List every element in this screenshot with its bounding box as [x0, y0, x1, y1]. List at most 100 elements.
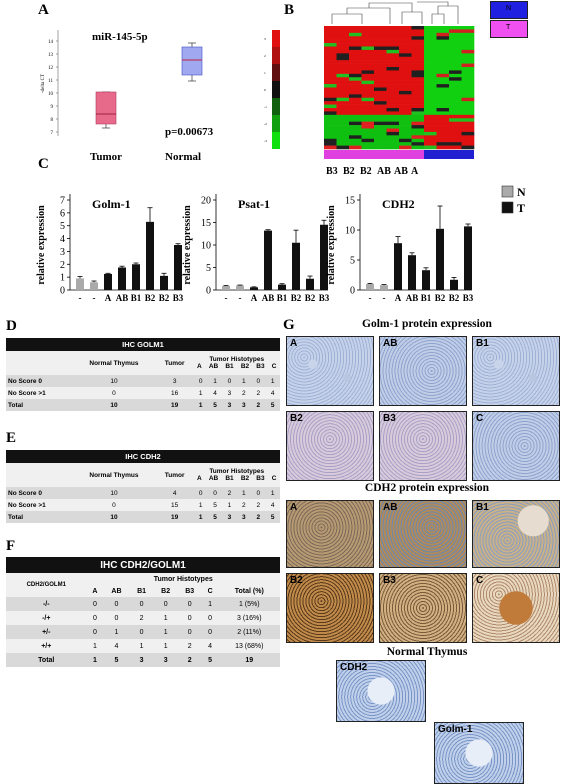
heatmap-cell — [336, 108, 350, 112]
c-xtick: - — [93, 293, 96, 303]
heatmap-cell — [361, 118, 375, 122]
table-d-cell: 3 — [172, 377, 177, 385]
table-d-cell: 5 — [270, 401, 275, 409]
heatmap-cell — [374, 77, 387, 81]
heatmap-cell — [361, 97, 375, 102]
c-xtick: A — [251, 293, 258, 303]
heatmap-cell — [411, 111, 425, 116]
heatmap-cell — [361, 73, 375, 78]
heatmap-cell — [461, 56, 475, 61]
heatmap-cell — [336, 53, 350, 58]
heatmap-cell — [436, 80, 450, 85]
heatmap-cell — [336, 142, 350, 146]
heatmap-cell — [399, 29, 412, 34]
heatmap-cell — [361, 29, 375, 34]
c-ytick: 5 — [206, 263, 211, 274]
heatmap-cell — [449, 142, 462, 146]
heatmap-cell — [461, 145, 475, 150]
heatmap-cell — [386, 60, 400, 64]
heatmap-cell — [411, 70, 425, 75]
c-bar — [306, 278, 314, 290]
heatmap-cell — [436, 108, 450, 112]
micrograph-golm1-b2: B2 — [286, 411, 374, 481]
table-e-cell: 5 — [270, 513, 275, 521]
table-f-cell: 2 — [139, 614, 144, 622]
heatmap-cell — [449, 131, 462, 136]
heatmap-cell — [349, 97, 362, 102]
heatmap-cell — [349, 39, 362, 44]
heatmap-cell — [436, 131, 450, 136]
heatmap-cell — [399, 46, 412, 51]
heatmap-cell — [436, 138, 450, 143]
c-bar — [118, 267, 126, 290]
heatmap-cell — [374, 56, 387, 61]
c-bar — [394, 243, 402, 290]
c-bar — [250, 287, 258, 290]
c-ylabel: relative expression — [182, 205, 193, 285]
heatmap-cell — [374, 39, 387, 44]
table-e-hx: B3 — [256, 475, 265, 482]
table-d-h-histo: Tumor Histotypes A AB B1 B2 B3 C — [193, 351, 280, 375]
table-d-cell: 1 — [213, 377, 217, 385]
heatmap-cell — [399, 84, 412, 88]
heatmap-cell — [336, 84, 350, 88]
heatmap-cell — [449, 128, 462, 133]
table-d-row-label: Total — [8, 401, 24, 409]
heatmap-cell — [386, 43, 400, 47]
heatmap-cell — [349, 36, 362, 40]
heatmap-cell — [374, 73, 387, 78]
table-f-cell: 0 — [139, 628, 144, 636]
c-ytick: 6 — [60, 208, 65, 219]
micro-label: CDH2 — [340, 662, 368, 673]
table-f-col-header: A — [92, 587, 98, 595]
table-d-hx: B2 — [240, 363, 250, 370]
heatmap-cell — [324, 125, 337, 129]
c-xtick: B2 — [291, 293, 302, 303]
table-row: No Score 0 10 4 0 0 2 1 0 1 — [6, 487, 280, 499]
table-d-cell: 0 — [198, 377, 203, 385]
heatmap-cell — [386, 87, 400, 92]
micro-label: AB — [383, 502, 398, 513]
heatmap-cell — [436, 84, 450, 88]
table-row: Total 10 19 1 5 3 3 2 5 — [6, 511, 280, 523]
micrograph-cdh2-b1: B1 — [472, 500, 560, 568]
table-f-row-label: -/+ — [42, 614, 51, 622]
heatmap-cell — [361, 104, 375, 109]
heatmap-cell — [461, 138, 475, 143]
heatmap-cell — [361, 90, 375, 95]
heatmap-cell — [374, 142, 387, 146]
heatmap-cell — [349, 73, 362, 78]
table-d-hx: B1 — [225, 363, 234, 370]
heatmap-cell — [449, 94, 462, 99]
heatmap-cell — [349, 121, 362, 126]
heatmap-cell — [374, 46, 387, 51]
a-ytick: 12 — [48, 66, 54, 71]
heatmap-cell — [386, 67, 400, 71]
table-d-hx: B3 — [256, 363, 265, 370]
table-e-cell: 1 — [270, 489, 275, 497]
heatmap-cell — [386, 90, 400, 95]
heatmap-cell — [386, 26, 400, 30]
heatmap-cell — [424, 118, 437, 122]
heatmap-cell — [386, 49, 400, 54]
micro-label: B3 — [383, 413, 396, 424]
micrograph-golm1-b1: B1 — [472, 336, 560, 406]
heatmap-cell — [424, 138, 437, 143]
heatmap-cell — [399, 128, 412, 133]
normal-box — [181, 46, 203, 76]
c-ylabel: relative expression — [326, 205, 337, 285]
heatmap-cell — [349, 104, 362, 109]
micrograph-thymus-cdh2: CDH2 — [336, 660, 426, 722]
heatmap-cell — [424, 142, 437, 146]
table-e-title: IHC CDH2 — [6, 450, 280, 463]
table-ihc-cdh2-golm1: IHC CDH2/GOLM1 CDH2/GOLM1 Tumor Histotyp… — [6, 557, 280, 667]
heatmap-cell — [349, 125, 362, 129]
a-ytick: 11 — [48, 79, 53, 84]
heatmap-cell — [336, 97, 350, 102]
heatmap-cell — [436, 63, 450, 68]
heatmap-cell — [411, 67, 425, 71]
heatmap-cell — [336, 138, 350, 143]
heatmap-cell — [336, 46, 350, 51]
scale-label: 3 — [264, 37, 266, 41]
heatmap-cell — [399, 131, 412, 136]
